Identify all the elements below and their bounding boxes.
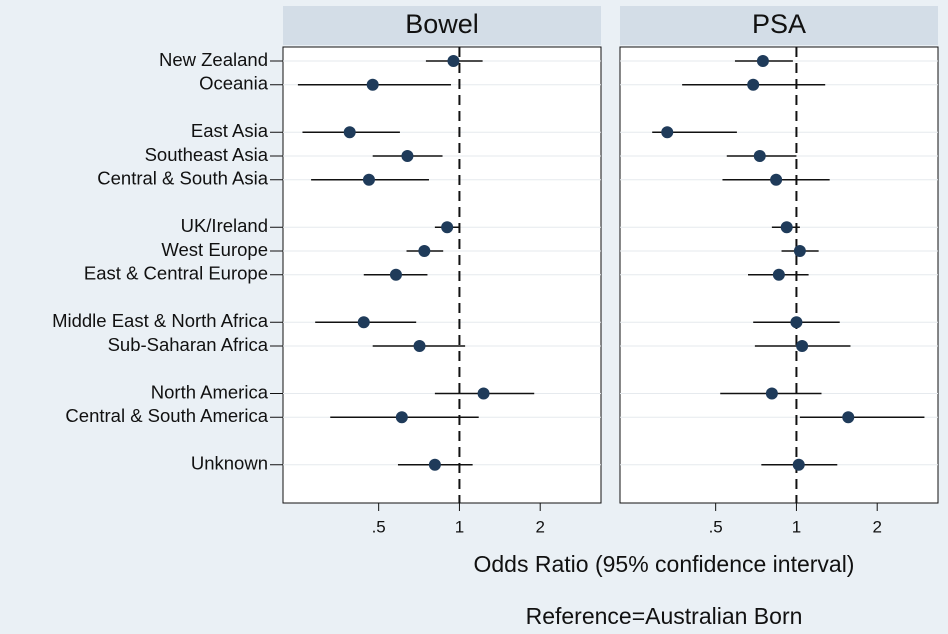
point-estimate (842, 411, 855, 424)
y-tick-label: West Europe (161, 239, 268, 260)
point-estimate (661, 126, 674, 139)
x-axis-label: Odds Ratio (95% confidence interval) (474, 551, 855, 577)
point-estimate (413, 340, 426, 352)
y-tick-label: Middle East & North Africa (52, 310, 269, 331)
y-tick-label: East & Central Europe (84, 263, 268, 284)
panel-header (620, 6, 938, 45)
y-tick-label: Oceania (199, 73, 269, 94)
y-tick-label: Southeast Asia (145, 144, 269, 165)
y-tick-label: Unknown (191, 453, 268, 474)
x-tick-label: 2 (872, 517, 881, 536)
x-tick-label: 1 (455, 517, 464, 536)
y-tick-label: East Asia (191, 120, 269, 141)
y-tick-label: Central & South Asia (97, 168, 268, 189)
point-estimate (343, 126, 356, 139)
x-tick-label: .5 (709, 517, 723, 536)
point-estimate (747, 78, 760, 91)
point-estimate (428, 458, 441, 471)
point-estimate (753, 150, 766, 162)
point-estimate (765, 387, 778, 400)
x-tick-label: 1 (792, 517, 801, 536)
point-estimate (770, 173, 783, 186)
point-estimate (395, 411, 408, 424)
point-estimate (796, 340, 809, 352)
point-estimate (362, 173, 375, 186)
point-estimate (441, 221, 454, 234)
point-estimate (418, 245, 431, 257)
point-estimate (780, 221, 793, 234)
y-tick-label: New Zealand (159, 49, 268, 70)
note: Reference=Australian Born (526, 603, 803, 629)
point-estimate (366, 78, 379, 91)
y-tick-label: Central & South America (65, 405, 268, 426)
x-tick-label: .5 (372, 517, 386, 536)
x-tick-label: 2 (535, 517, 544, 536)
y-tick-label: North America (151, 381, 269, 402)
panel-title: PSA (752, 9, 806, 39)
point-estimate (401, 150, 414, 162)
point-estimate (447, 55, 460, 67)
y-tick-label: UK/Ireland (181, 215, 268, 236)
point-estimate (772, 268, 785, 281)
point-estimate (389, 268, 402, 281)
panel-title: Bowel (405, 9, 479, 39)
point-estimate (756, 55, 769, 67)
point-estimate (357, 316, 370, 329)
point-estimate (793, 245, 806, 257)
point-estimate (477, 387, 490, 400)
point-estimate (790, 316, 803, 329)
panel-header (283, 6, 601, 45)
point-estimate (792, 458, 805, 471)
y-tick-label: Sub-Saharan Africa (108, 334, 269, 355)
